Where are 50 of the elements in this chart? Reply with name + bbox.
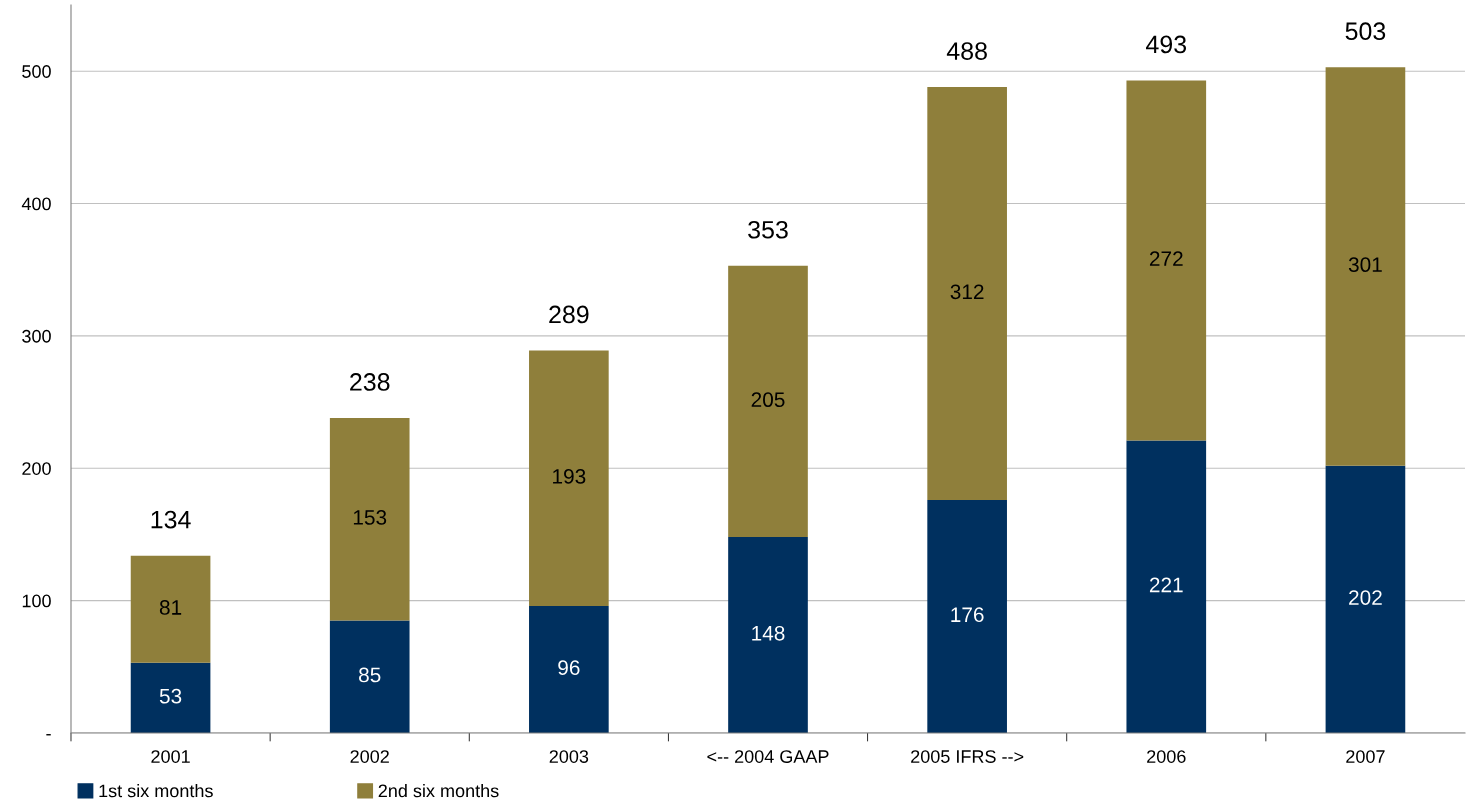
- bar: [329, 417, 410, 621]
- data-label: 193: [553, 469, 586, 484]
- x-tick-label: 2003: [549, 750, 589, 763]
- legend-label: 2nd six months: [378, 784, 499, 798]
- total-label: 134: [151, 510, 191, 529]
- y-tick-label: -: [46, 734, 51, 736]
- bar: [1126, 440, 1207, 733]
- y-tick-label: 100: [22, 594, 51, 608]
- data-label: 221: [1149, 577, 1183, 593]
- x-tick-label: 2007: [1346, 750, 1385, 763]
- x-tick-label: 2006: [1147, 750, 1186, 763]
- data-label: 96: [558, 660, 580, 676]
- data-label: 85: [359, 667, 381, 683]
- bar: [130, 662, 211, 733]
- bar: [1325, 67, 1406, 466]
- bar: [529, 350, 609, 606]
- bar: [927, 87, 1007, 501]
- data-label: 148: [752, 625, 785, 641]
- total-label: 488: [946, 42, 987, 60]
- total-label: 353: [748, 220, 788, 239]
- data-label: 176: [951, 607, 984, 623]
- bar: [130, 555, 211, 663]
- data-label: 312: [950, 284, 984, 300]
- data-label: 81: [159, 600, 182, 615]
- data-label: 205: [751, 392, 785, 408]
- bar: [728, 265, 808, 538]
- x-tick-label: <-- 2004 GAAP: [707, 750, 829, 763]
- total-label: 493: [1146, 35, 1187, 54]
- bar: [728, 537, 808, 733]
- y-tick-label: 500: [22, 65, 51, 78]
- y-tick-label: 300: [22, 329, 51, 343]
- data-label: 202: [1349, 590, 1382, 605]
- bar: [329, 620, 410, 733]
- data-label: 153: [353, 510, 387, 525]
- legend-label: 1st six months: [99, 784, 213, 798]
- y-tick-label: 200: [22, 462, 51, 475]
- total-label: 289: [549, 305, 589, 324]
- data-label: 272: [1149, 251, 1183, 266]
- total-label: 238: [350, 373, 390, 391]
- total-label: 503: [1345, 22, 1386, 41]
- data-label: 53: [159, 688, 182, 704]
- bar: [529, 605, 609, 733]
- x-tick-label: 2001: [151, 750, 190, 763]
- bar: [1325, 465, 1406, 733]
- data-label: 301: [1348, 257, 1382, 273]
- bar: [1126, 80, 1207, 441]
- y-tick-label: 400: [21, 197, 51, 211]
- x-tick-label: 2002: [350, 750, 389, 763]
- x-tick-label: 2005 IFRS -->: [911, 750, 1024, 763]
- bar: [927, 500, 1007, 733]
